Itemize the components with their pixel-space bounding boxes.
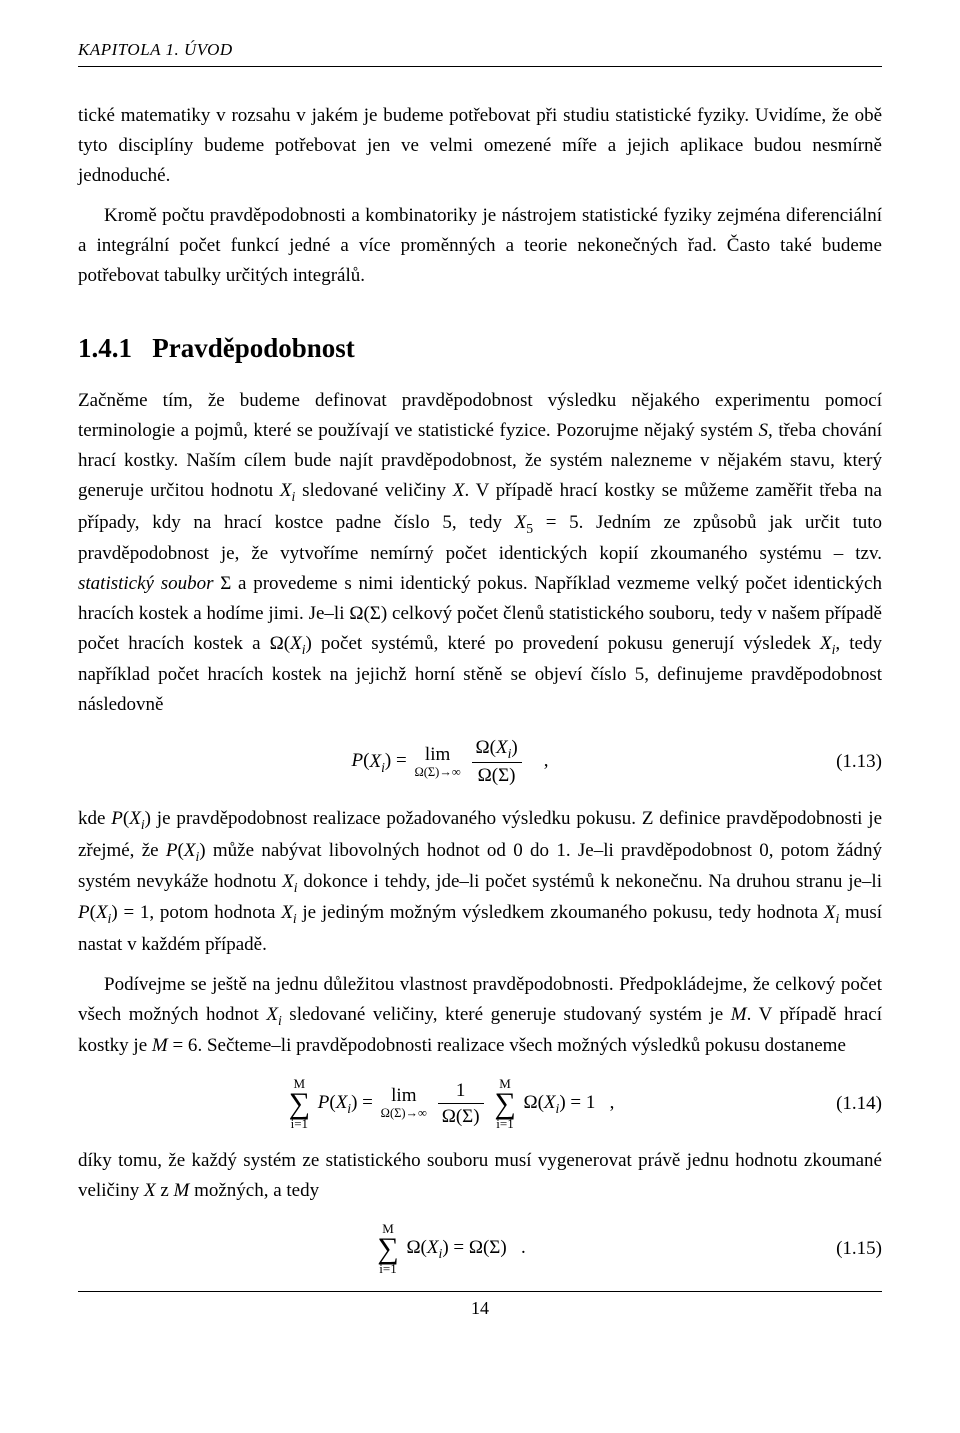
lim-subscript: Ω(Σ)→∞	[381, 1107, 427, 1121]
fraction: 1 Ω(Σ)	[438, 1079, 484, 1129]
equation-body: P(Xi) = lim Ω(Σ)→∞ Ω(Xi) Ω(Σ) ,	[78, 736, 822, 788]
equation-body: M ∑ i=1 P(Xi) = lim Ω(Σ)→∞ 1 Ω(Σ) M ∑ i=…	[78, 1077, 822, 1130]
math-inline: Xi	[820, 633, 835, 654]
page-number: 14	[471, 1298, 489, 1318]
math-inline: S	[759, 420, 769, 441]
sigma-icon: ∑	[377, 1235, 398, 1262]
text-run: je jediným možným výsledkem zkoumaného p…	[297, 902, 824, 923]
math-inline: P	[111, 808, 123, 829]
math-inline: M	[152, 1035, 168, 1056]
lim-text: lim	[414, 745, 460, 766]
fraction-numerator: Ω(Xi)	[472, 736, 522, 763]
text-run: , potom hodnota	[149, 902, 281, 923]
lim-subscript: Ω(Σ)→∞	[414, 766, 460, 780]
page-footer: 14	[78, 1291, 882, 1319]
math-inline: M	[174, 1180, 190, 1201]
text-run: sledované veličiny	[295, 480, 453, 501]
equation-number: (1.14)	[822, 1093, 882, 1115]
math-inline: X	[515, 512, 527, 533]
paragraph-intro-1: tické matematiky v rozsahu v jakém je bu…	[78, 101, 882, 191]
sum-operator: M ∑ i=1	[377, 1222, 398, 1275]
math-inline: Xi	[281, 902, 296, 923]
text-run: možných, a tedy	[189, 1180, 319, 1201]
section-number: 1.4.1	[78, 333, 132, 363]
text-run: sledované veličiny, které generuje studo…	[282, 1004, 731, 1025]
sum-lower: i=1	[377, 1262, 398, 1275]
fraction-denominator: Ω(Σ)	[438, 1104, 484, 1129]
math-inline: X	[144, 1180, 156, 1201]
math-inline: P	[166, 840, 178, 861]
sigma-icon: ∑	[494, 1090, 515, 1117]
equation-1-13: P(Xi) = lim Ω(Σ)→∞ Ω(Xi) Ω(Σ) , (1.13)	[78, 736, 882, 788]
math-inline: Xi	[282, 871, 297, 892]
math-inline: Xi	[824, 902, 839, 923]
math-inline: X	[453, 480, 465, 501]
paragraph-intro-2: Kromě počtu pravděpodobnosti a kombinato…	[78, 201, 882, 291]
sum-lower: i=1	[289, 1117, 310, 1130]
paragraph-normalization-tail: díky tomu, že každý systém ze statistick…	[78, 1146, 882, 1206]
page: KAPITOLA 1. ÚVOD tické matematiky v rozs…	[0, 0, 960, 1433]
text-run: dokonce i tehdy, jde–li počet systémů k …	[298, 871, 882, 892]
text-run: . Sečteme–li pravděpodobnosti realizace …	[197, 1035, 845, 1056]
fraction: Ω(Xi) Ω(Σ)	[472, 736, 522, 788]
section-heading: 1.4.1 Pravděpodobnost	[78, 333, 882, 364]
running-head: KAPITOLA 1. ÚVOD	[78, 40, 882, 67]
sum-lower: i=1	[494, 1117, 515, 1130]
limit-operator: lim Ω(Σ)→∞	[381, 1086, 427, 1121]
sigma-icon: ∑	[289, 1090, 310, 1117]
emph-term: statistický soubor	[78, 573, 214, 594]
equation-number: (1.15)	[822, 1238, 882, 1260]
limit-operator: lim Ω(Σ)→∞	[414, 745, 460, 780]
paragraph-probability-def: Začněme tím, že budeme definovat pravděp…	[78, 386, 882, 720]
fraction-numerator: 1	[438, 1079, 484, 1104]
lim-text: lim	[381, 1086, 427, 1107]
equation-1-14: M ∑ i=1 P(Xi) = lim Ω(Σ)→∞ 1 Ω(Σ) M ∑ i=…	[78, 1077, 882, 1130]
equation-number: (1.13)	[822, 751, 882, 773]
section-title-text: Pravděpodobnost	[152, 333, 355, 363]
math-inline: Xi	[280, 480, 295, 501]
fraction-denominator: Ω(Σ)	[472, 763, 522, 788]
math-inline: M	[731, 1004, 747, 1025]
sum-operator: M ∑ i=1	[494, 1077, 515, 1130]
sum-operator: M ∑ i=1	[289, 1077, 310, 1130]
paragraph-probability-range: kde P(Xi) je pravděpodobnost realizace p…	[78, 804, 882, 960]
equation-1-15: M ∑ i=1 Ω(Xi) = Ω(Σ) . (1.15)	[78, 1222, 882, 1275]
text-run: počet systémů, které po provedení pokusu…	[312, 633, 820, 654]
text-run: kde	[78, 808, 111, 829]
paragraph-normalization: Podívejme se ještě na jednu důležitou vl…	[78, 970, 882, 1061]
math-inline: P	[78, 902, 90, 923]
text-run: z	[156, 1180, 174, 1201]
math-inline: Xi	[266, 1004, 281, 1025]
equation-body: M ∑ i=1 Ω(Xi) = Ω(Σ) .	[78, 1222, 822, 1275]
